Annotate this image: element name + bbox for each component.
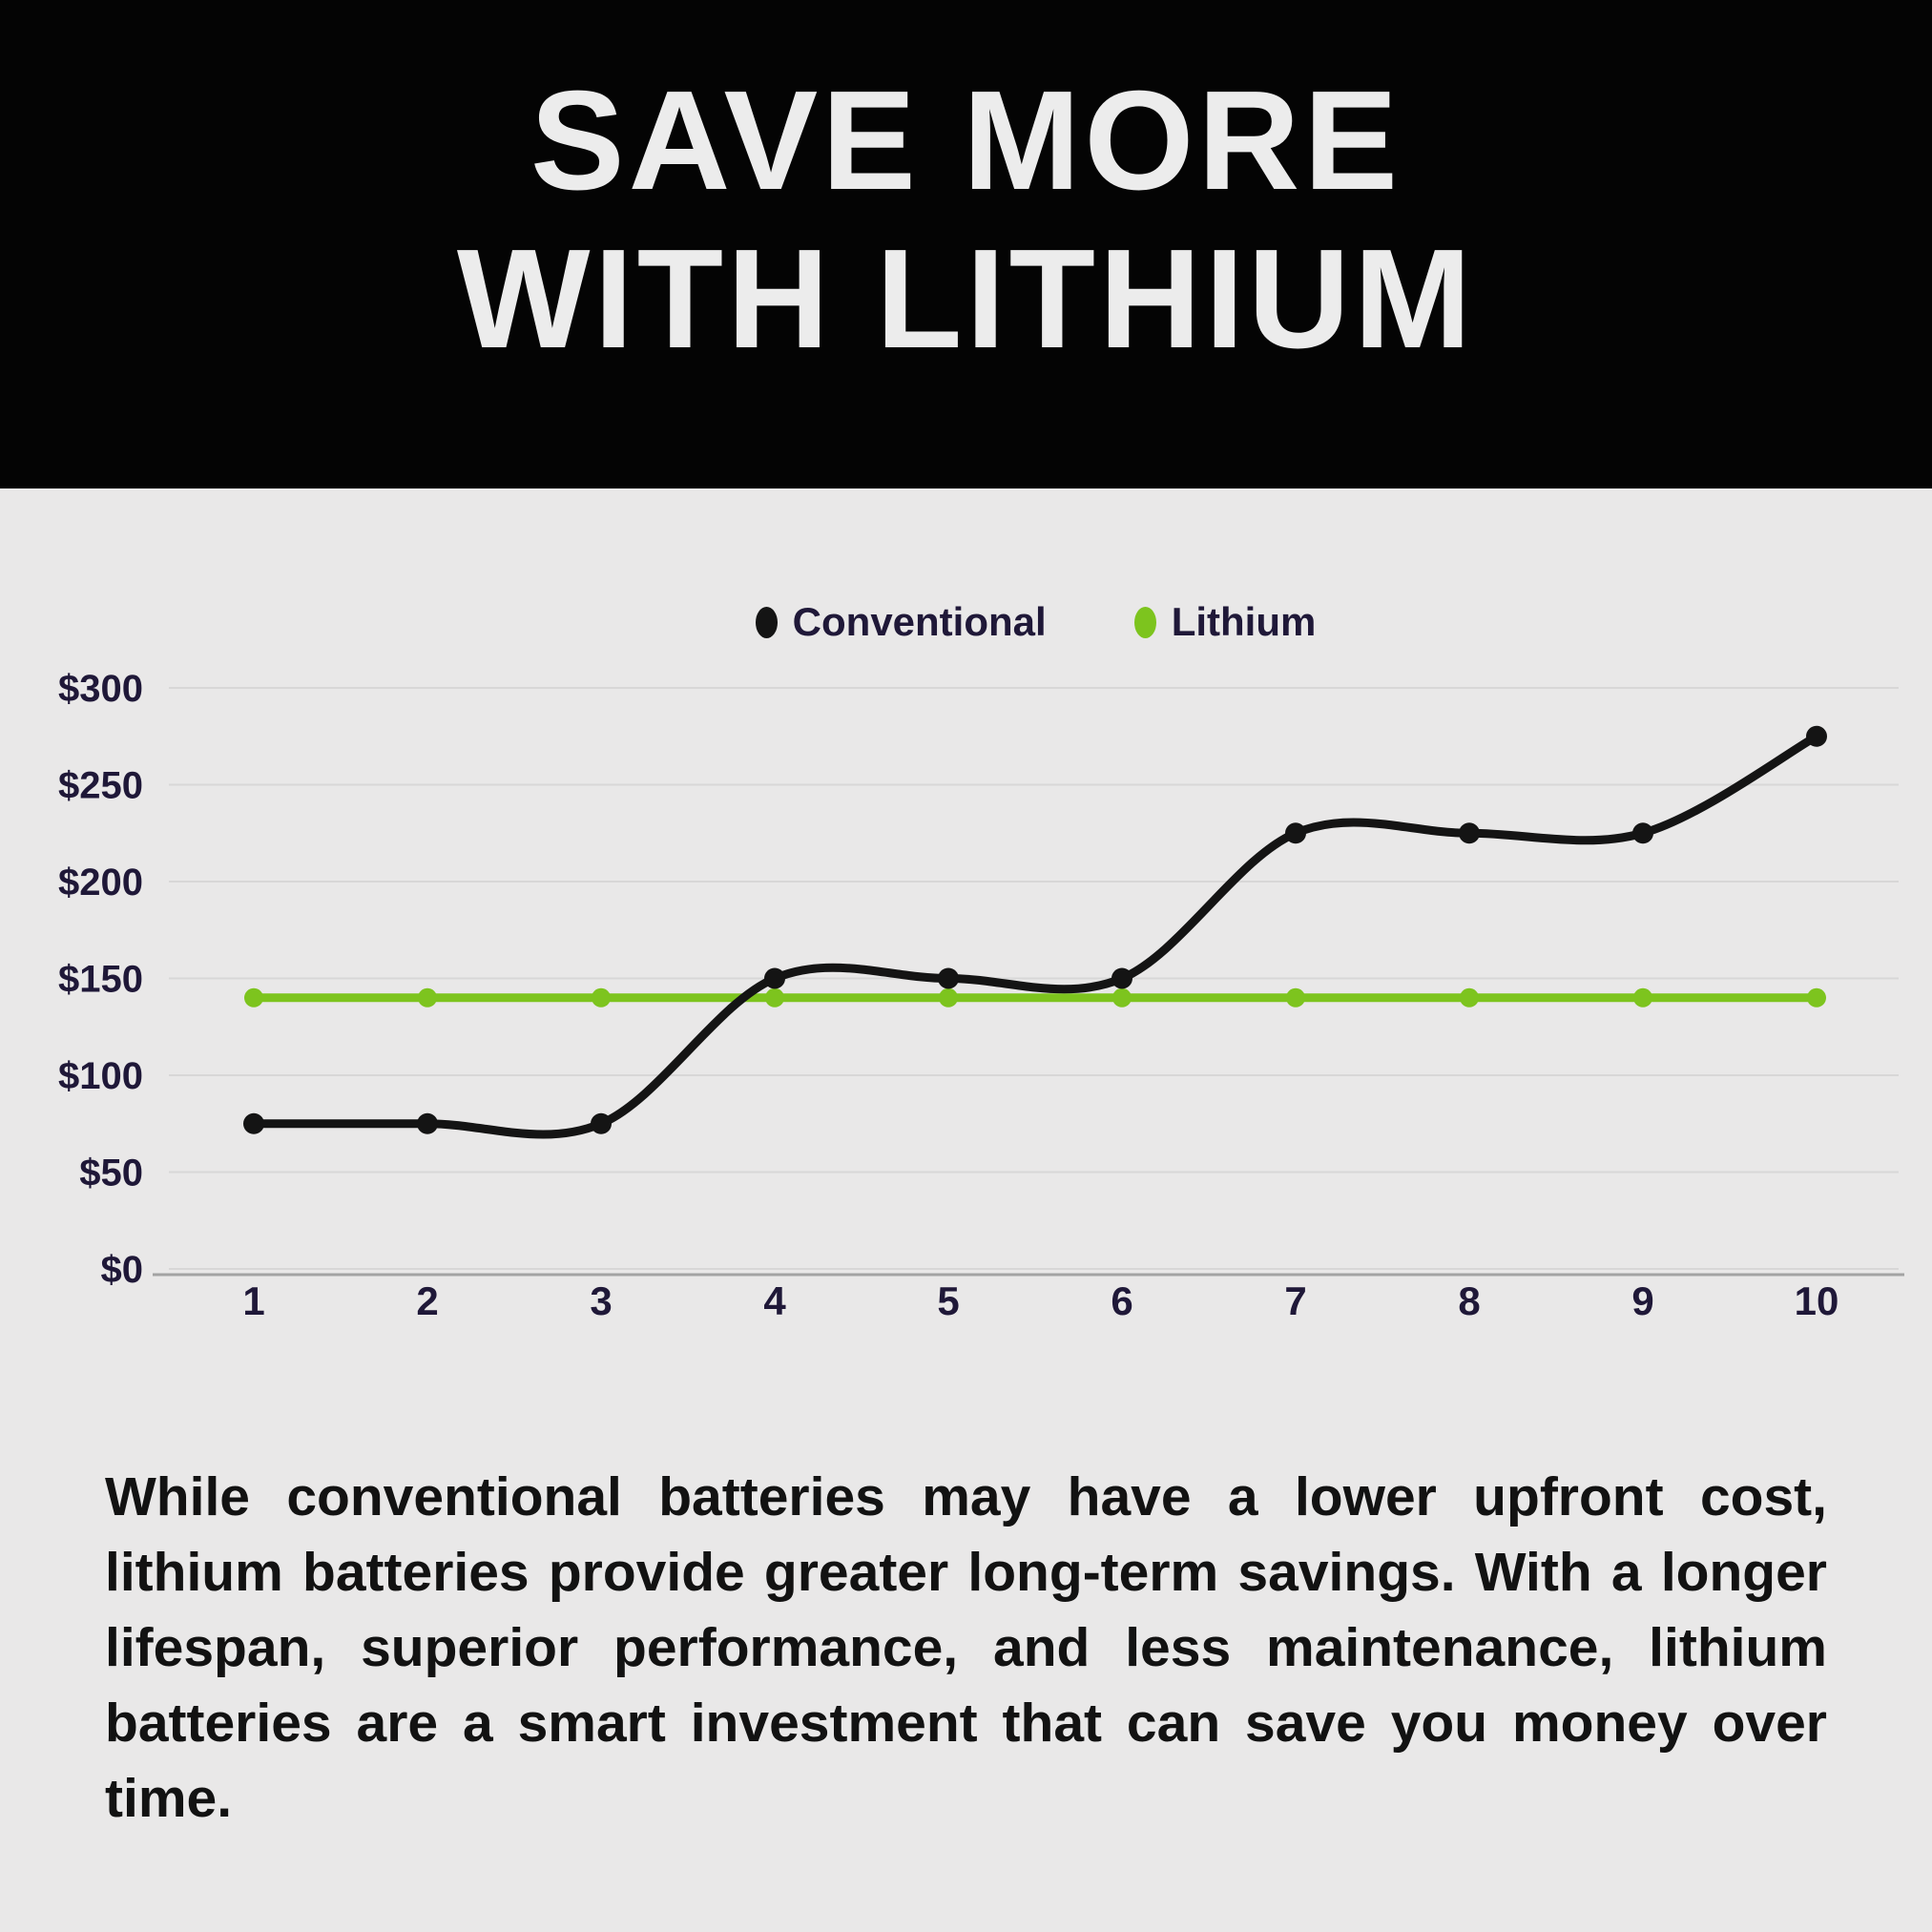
data-point-lithium-8 (1460, 987, 1479, 1008)
data-point-lithium-6 (1112, 987, 1132, 1008)
data-point-conventional-10 (1806, 725, 1827, 747)
legend-dot-lithium-icon (1133, 606, 1156, 638)
data-point-conventional-5 (938, 967, 959, 989)
x-tick-label-6: 6 (1111, 1278, 1132, 1323)
legend-item-conventional: Conventional (755, 599, 1047, 645)
chart-area: $0 $50 $100 $150 $200 $250 $300 1 2 3 4 5 6 7 8 9 10 (0, 645, 1932, 1380)
x-tick-label-1: 1 (242, 1278, 264, 1323)
legend-dot-conventional-icon (755, 606, 778, 638)
data-point-conventional-2 (417, 1112, 438, 1134)
page-title-line-2: WITH LITHIUM (456, 220, 1476, 378)
y-tick-label-100: $100 (58, 1055, 143, 1097)
data-point-lithium-1 (244, 987, 263, 1008)
y-tick-label-300: $300 (58, 668, 143, 710)
data-point-conventional-6 (1111, 967, 1132, 989)
header-banner: SAVE MORE WITH LITHIUM (0, 0, 1932, 488)
x-tick-label-9: 9 (1631, 1278, 1653, 1323)
series-line-conventional (249, 732, 1821, 1139)
x-tick-label-3: 3 (590, 1278, 612, 1323)
y-tick-label-200: $200 (58, 862, 143, 904)
data-point-lithium-3 (592, 987, 611, 1008)
chart-legend: Conventional Lithium (0, 599, 1932, 645)
y-tick-label-250: $250 (58, 765, 143, 807)
legend-label-conventional: Conventional (792, 599, 1047, 644)
body-paragraph: While conventional batteries may have a … (105, 1466, 1827, 1829)
data-point-conventional-8 (1459, 822, 1480, 844)
legend-item-lithium: Lithium (1133, 599, 1317, 645)
data-point-lithium-4 (765, 987, 784, 1008)
x-tick-label-8: 8 (1458, 1278, 1480, 1323)
data-point-lithium-5 (939, 987, 958, 1008)
y-tick-label-50: $50 (79, 1153, 143, 1195)
data-point-lithium-2 (418, 987, 437, 1008)
data-point-conventional-3 (591, 1112, 612, 1134)
data-point-conventional-4 (764, 967, 785, 989)
line-chart: $0 $50 $100 $150 $200 $250 $300 1 2 3 4 5 6 7 8 9 10 (58, 668, 1904, 1323)
y-tick-label-0: $0 (101, 1249, 144, 1291)
x-tick-label-2: 2 (416, 1278, 438, 1323)
legend-label-lithium: Lithium (1171, 599, 1317, 644)
data-point-lithium-7 (1286, 987, 1305, 1008)
y-tick-label-150: $150 (58, 959, 143, 1001)
x-tick-label-4: 4 (763, 1278, 786, 1323)
data-point-conventional-7 (1285, 822, 1306, 844)
x-tick-label-5: 5 (937, 1278, 959, 1323)
data-point-lithium-10 (1807, 987, 1826, 1008)
x-tick-label-10: 10 (1795, 1278, 1839, 1323)
data-point-conventional-1 (243, 1112, 264, 1134)
x-tick-label-7: 7 (1284, 1278, 1306, 1323)
data-point-conventional-9 (1632, 822, 1653, 844)
page-title-line-1: SAVE MORE (530, 62, 1402, 220)
data-point-lithium-9 (1633, 987, 1652, 1008)
